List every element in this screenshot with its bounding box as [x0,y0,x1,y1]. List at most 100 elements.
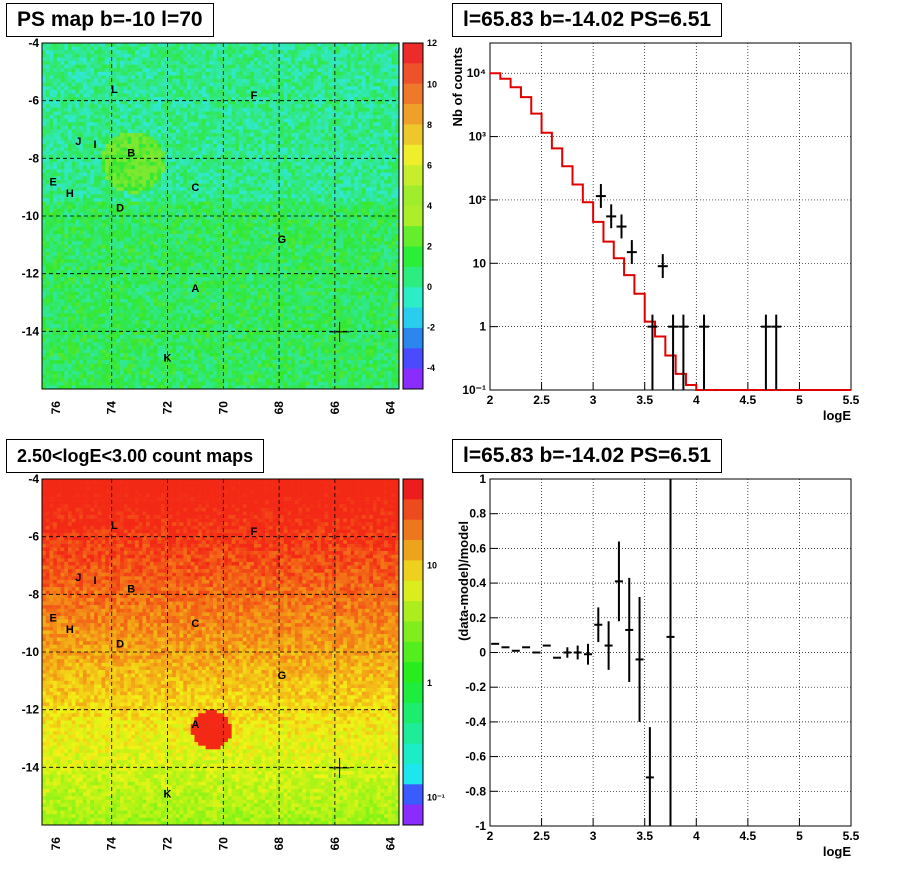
residual-y-tick-label: 0.6 [469,541,486,555]
count-y-tick-label: -6 [28,530,39,544]
ps-palette-tick-label: 4 [427,201,432,211]
ps-source-label: B [127,148,135,160]
count-x-tick-label: 64 [384,837,398,851]
count-y-tick-label: -12 [22,703,40,717]
residual-y-tick-label: 0 [479,646,486,660]
ps-palette-color [403,226,423,247]
spectrum-x-tick-label: 4.5 [740,393,757,407]
count-palette-color [403,683,423,704]
residual-y-tick-label: -0.8 [465,784,486,798]
spectrum-x-tick-label: 5 [796,393,803,407]
ps-palette-tick-label: 2 [427,241,432,251]
spectrum-x-tick-label: 3.5 [636,393,653,407]
residual-x-tick-label: 3.5 [636,829,653,843]
count-palette-color [403,764,423,785]
count-x-tick-label: 74 [105,837,119,851]
residual-x-tick-label: 3 [590,829,597,843]
count-x-tick-label: 72 [161,837,175,851]
ps-x-tick-label: 70 [216,401,230,415]
ps-source-label: L [111,84,118,96]
count-palette-color [403,805,423,826]
ps-palette-color [403,185,423,206]
ps-x-tick-label: 74 [105,401,119,415]
count-source-label: J [75,572,81,584]
residual-x-tick-label: 4 [693,829,700,843]
ps-palette-color [403,348,423,369]
ps-y-tick-label: -14 [22,324,40,338]
count-y-tick-label: -4 [28,472,39,486]
ps-palette-color [403,145,423,166]
ps-palette-color [403,369,423,390]
count-y-tick-label: -14 [22,760,40,774]
spectrum-y-tick-label: 10³ [469,130,486,144]
ps-palette-tick-label: -4 [427,363,435,373]
count-source-label: A [191,719,199,731]
spectrum-y-tick-label: 10² [469,193,486,207]
spectrum-y-tick-label: 10⁻¹ [462,383,486,397]
residual-y-tick-label: -0.4 [465,715,486,729]
count-palette-color [403,723,423,744]
count-source-label: B [127,584,135,596]
ps-palette-tick-label: -2 [427,322,435,332]
ps-y-tick-label: -10 [22,209,40,223]
ps-palette-color [403,63,423,84]
count-x-tick-label: 70 [216,837,230,851]
count-palette-color [403,784,423,805]
ps-source-label: J [75,136,81,148]
residual-y-tick-label: -0.2 [465,680,486,694]
count-palette-color [403,662,423,683]
ps-palette-tick-label: 0 [427,282,432,292]
ps-palette-tick-label: 12 [427,38,437,48]
residual-x-tick-label: 2 [487,829,494,843]
ps-y-tick-label: -8 [28,151,39,165]
residual-y-tick-label: 0.2 [469,611,486,625]
ps-source-label: C [191,182,199,194]
count-palette-color [403,703,423,724]
ps-palette-color [403,308,423,329]
count-palette-color [403,520,423,541]
ps-x-tick-label: 64 [384,401,398,415]
ps-palette-color [403,104,423,125]
residual-y-tick-label: -0.6 [465,750,486,764]
ps-x-tick-label: 68 [272,401,286,415]
count-palette-color [403,540,423,561]
spectrum-x-tick-label: 5.5 [843,393,860,407]
ps-source-label: D [116,202,124,214]
ps-palette-color [403,287,423,308]
count-source-label: E [49,612,56,624]
count-y-tick-label: -8 [28,587,39,601]
count-palette-color [403,601,423,622]
spectrum-model-line [490,73,851,390]
count-palette-color [403,560,423,581]
spectrum-y-tick-label: 10⁴ [467,66,486,80]
count-x-tick-label: 66 [328,837,342,851]
ps-palette-color [403,247,423,268]
figure-canvas: 76 74 72 70 68 66 64-4-6-8-10-12-14L FJ IBEH CDGA… [0,0,898,871]
count-palette-tick-label: 1 [427,678,432,688]
residual-x-tick-label: 5 [796,829,803,843]
count-x-tick-label: 68 [272,837,286,851]
count-palette-color [403,499,423,520]
count-source-label: G [278,670,287,682]
count-palette-color [403,642,423,663]
count-source-label: K [164,788,172,800]
count-source-label: I [93,575,96,587]
count-palette-color [403,581,423,602]
spectrum-y-label: Nb of counts [450,47,465,126]
count-source-label: F [251,526,258,538]
spectrum-x-tick-label: 3 [590,393,597,407]
residual-x-tick-label: 2.5 [533,829,550,843]
count-source-label: H [66,624,74,636]
residual-x-tick-label: 4.5 [740,829,757,843]
ps-palette-tick-label: 10 [427,80,437,90]
count-source-label: C [191,618,199,630]
ps-palette-tick-label: 6 [427,160,432,170]
residual-y-label: (data-model)/model [456,521,471,641]
residual-y-tick-label: 0.8 [469,507,486,521]
ps-palette-color [403,165,423,186]
ps-x-tick-label: 66 [328,401,342,415]
count-palette-color [403,621,423,642]
ps-y-tick-label: -6 [28,94,39,108]
ps-palette-color [403,124,423,145]
spectrum-frame [490,43,851,390]
